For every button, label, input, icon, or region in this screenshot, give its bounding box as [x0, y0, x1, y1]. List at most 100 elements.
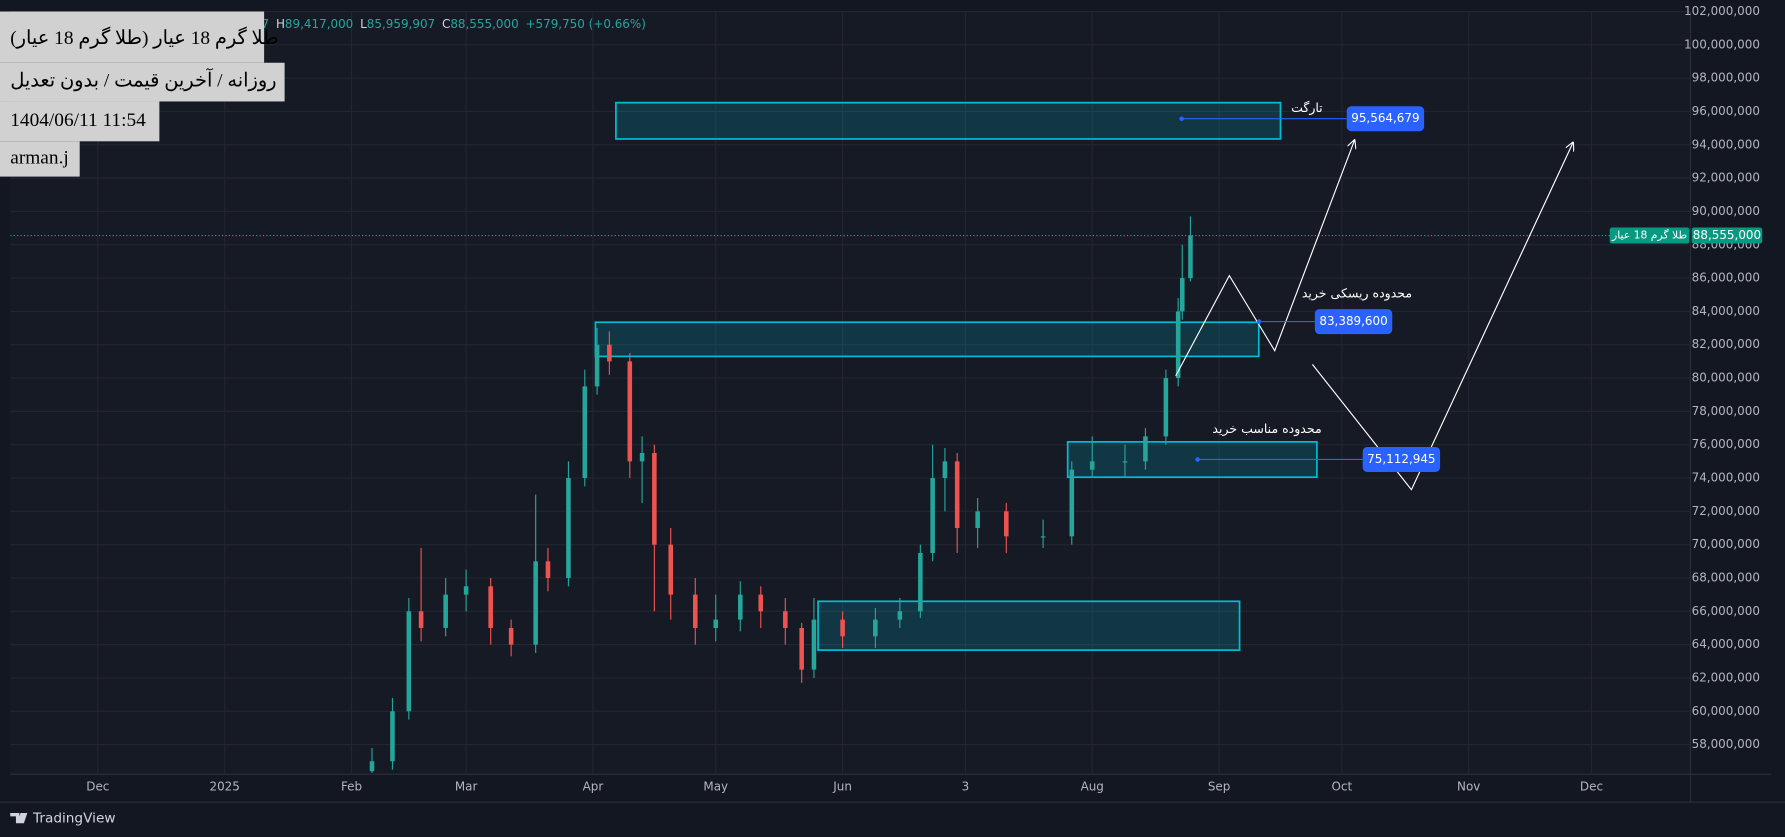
candle-body [463, 586, 469, 595]
logo [10, 812, 28, 824]
price-tag-label: 83,389,600 [1319, 314, 1387, 328]
price-tag [1314, 309, 1393, 335]
candle-body [840, 619, 845, 637]
price-tag [1346, 106, 1425, 132]
candle-body [811, 619, 817, 670]
info-box [0, 101, 160, 142]
y-tick-label: 60,000,000 [1692, 704, 1760, 718]
candle-body [508, 627, 514, 645]
header-ohlc-value: 85,959,907 [367, 17, 435, 31]
y-tick-label: 82,000,000 [1692, 337, 1760, 351]
candle-body [1143, 436, 1148, 462]
x-tick-label: Jun [832, 779, 852, 793]
symbol-tag-label: طلا گرم 18 عیار [1611, 229, 1687, 242]
candle-body [545, 561, 551, 578]
last-price-tag [1691, 227, 1763, 244]
y-tick-label: 72,000,000 [1692, 504, 1760, 518]
y-tick-label: 80,000,000 [1692, 371, 1760, 385]
info-box-text: arman.j [10, 147, 69, 168]
candle-body [607, 344, 612, 362]
candle-body [652, 453, 657, 545]
y-tick-label: 74,000,000 [1692, 471, 1760, 485]
annotation-note: تارگت [1291, 100, 1323, 116]
y-tick-label: 102,000,000 [1684, 4, 1760, 18]
price-tag-label: 95,564,679 [1351, 111, 1419, 125]
price-tag-label: 75,112,945 [1367, 452, 1435, 466]
candle-body [873, 619, 878, 637]
annotation-anchor [1256, 319, 1262, 324]
y-tick-label: 96,000,000 [1692, 104, 1760, 118]
candle-body [443, 594, 448, 628]
candle-body [1163, 378, 1169, 437]
y-tick-label: 70,000,000 [1692, 537, 1760, 551]
separator [0, 801, 1785, 803]
projection-path [1311, 142, 1573, 491]
last-price-label: 88,555,000 [1693, 228, 1761, 242]
x-tick-label: Aug [1081, 779, 1104, 793]
footer-bar [0, 802, 1785, 837]
info-box [0, 11, 265, 63]
candle-body [1040, 536, 1046, 538]
y-tick-label: 90,000,000 [1692, 204, 1760, 218]
info-box-text: روزانه / آخرین قیمت / بدون تعدیل [10, 69, 276, 92]
header-ohlc-key: L [360, 17, 367, 31]
header-ohlc-key: H [276, 17, 285, 31]
candle-body [668, 544, 674, 595]
x-tick-label: Dec [1580, 779, 1603, 793]
candle-body [627, 361, 633, 462]
candle-body [369, 761, 375, 772]
candle-body [1188, 235, 1193, 279]
candle-body [566, 478, 571, 578]
candle-body [713, 619, 719, 628]
x-tick-label: Sep [1208, 779, 1230, 793]
header-ohlc-key: C [442, 17, 450, 31]
y-tick-label: 100,000,000 [1684, 37, 1760, 51]
footer-brand: TradingView [32, 811, 116, 827]
candle-body [582, 386, 588, 479]
symbol-tag [1609, 227, 1690, 244]
candle-body [799, 627, 804, 670]
candle-body [639, 453, 645, 462]
candle-body [758, 594, 764, 612]
x-tick-label: Feb [341, 779, 362, 793]
y-tick-label: 76,000,000 [1692, 437, 1760, 451]
header-ohlc-value: 89,417,000 [285, 17, 353, 31]
candle-body [1175, 311, 1181, 379]
info-box-text: طلا گرم 18 عیار (طلا گرم 18 عیار) [10, 26, 278, 49]
x-tick-label: May [703, 779, 728, 793]
candle-body [406, 611, 412, 712]
candle-body [594, 344, 600, 387]
zone [817, 600, 1241, 651]
candle-body [1122, 461, 1128, 463]
candle-body [488, 586, 493, 628]
y-tick-label: 98,000,000 [1692, 71, 1760, 85]
x-tick-label: 3 [962, 779, 970, 793]
candle-body [783, 611, 788, 628]
annotation-anchor [1195, 457, 1200, 462]
y-tick-label: 68,000,000 [1692, 570, 1760, 584]
candle-body [390, 711, 395, 762]
projection-path [1175, 140, 1355, 377]
x-tick-label: Nov [1457, 779, 1480, 793]
info-box [0, 141, 80, 177]
x-tick-label: 2025 [209, 779, 239, 793]
header-ohlc-value: 88,555,000 [450, 17, 518, 31]
candle-body [1089, 461, 1095, 470]
y-tick-label: 84,000,000 [1692, 304, 1760, 318]
price-tag [1362, 446, 1441, 473]
x-tick-label: Apr [583, 779, 604, 793]
y-tick-label: 64,000,000 [1692, 637, 1760, 651]
y-tick-label: 78,000,000 [1692, 404, 1760, 418]
candle-body [738, 594, 743, 620]
annotation-note: محدوده ریسکی خرید [1302, 285, 1412, 301]
x-tick-label: Oct [1332, 779, 1353, 793]
candle-body [1004, 511, 1009, 537]
zone [594, 321, 1260, 358]
x-tick-label: Dec [86, 779, 109, 793]
candle-body [942, 461, 948, 479]
candle-body [897, 611, 903, 620]
y-tick-label: 58,000,000 [1692, 737, 1760, 751]
y-tick-label: 94,000,000 [1692, 137, 1760, 151]
candle-body [418, 611, 424, 628]
